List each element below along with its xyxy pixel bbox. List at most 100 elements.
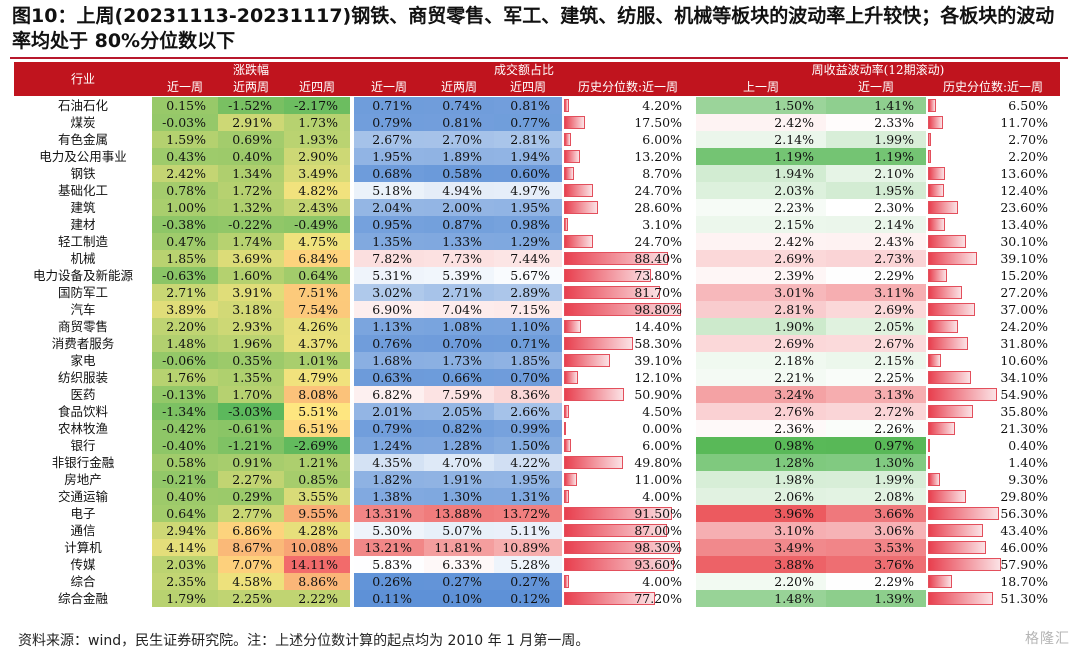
change-cell: -0.06% xyxy=(152,352,218,369)
turnover-percentile-cell: 91.50% xyxy=(562,505,694,522)
volatility-cell: 3.76% xyxy=(826,556,926,573)
change-cell: 1.34% xyxy=(218,165,284,182)
turnover-cell: 1.95% xyxy=(494,199,562,216)
turnover-percentile-value: 24.70% xyxy=(634,183,682,198)
change-cell: 4.82% xyxy=(284,182,350,199)
change-cell: 2.20% xyxy=(152,318,218,335)
vol-percentile-cell: 31.80% xyxy=(926,335,1060,352)
turnover-cell: 6.90% xyxy=(354,301,424,318)
turnover-cell: 7.82% xyxy=(354,250,424,267)
turnover-cell: 0.77% xyxy=(494,114,562,131)
industry-name: 银行 xyxy=(14,437,152,454)
vol-percentile-bar xyxy=(928,184,944,197)
turnover-percentile-value: 24.70% xyxy=(634,234,682,249)
volatility-table: 行业 涨跌幅 成交额占比 周收益波动率(12期滚动) 近一周 近两周 近四周 近一周 近两周 近四… xyxy=(14,62,1060,622)
volatility-cell: 3.01% xyxy=(696,284,826,301)
change-cell: 0.85% xyxy=(284,471,350,488)
volatility-cell: 2.72% xyxy=(826,403,926,420)
change-cell: 0.64% xyxy=(152,505,218,522)
volatility-cell: 2.03% xyxy=(696,182,826,199)
change-cell: -0.13% xyxy=(152,386,218,403)
vol-percentile-value: 12.40% xyxy=(1000,183,1048,198)
industry-name: 综合 xyxy=(14,573,152,590)
change-cell: 1.93% xyxy=(284,131,350,148)
vol-percentile-cell: 57.90% xyxy=(926,556,1060,573)
vol-percentile-value: 23.60% xyxy=(1000,200,1048,215)
volatility-cell: 2.43% xyxy=(826,233,926,250)
industry-name: 电力设备及新能源 xyxy=(14,267,152,284)
vol-percentile-bar xyxy=(928,439,930,452)
turnover-percentile-bar xyxy=(564,303,681,316)
vol-percentile-cell: 18.70% xyxy=(926,573,1060,590)
change-cell: -0.22% xyxy=(218,216,284,233)
industry-name: 汽车 xyxy=(14,301,152,318)
turnover-percentile-cell: 24.70% xyxy=(562,233,694,250)
volatility-cell: 3.13% xyxy=(826,386,926,403)
turnover-cell: 0.12% xyxy=(494,590,562,607)
volatility-cell: 2.42% xyxy=(696,233,826,250)
vol-percentile-cell: 54.90% xyxy=(926,386,1060,403)
title-rule xyxy=(10,57,1068,59)
vol-percentile-cell: 43.40% xyxy=(926,522,1060,539)
turnover-cell: 0.60% xyxy=(494,165,562,182)
vol-percentile-bar xyxy=(928,99,937,112)
header-change-0: 近一周 xyxy=(152,79,218,96)
turnover-percentile-bar xyxy=(564,201,598,214)
turnover-cell: 7.44% xyxy=(494,250,562,267)
turnover-cell: 1.38% xyxy=(354,488,424,505)
vol-percentile-bar xyxy=(928,218,945,231)
change-cell: -2.17% xyxy=(284,97,350,114)
industry-name: 农林牧渔 xyxy=(14,420,152,437)
turnover-cell: 1.10% xyxy=(494,318,562,335)
volatility-cell: 2.15% xyxy=(826,352,926,369)
turnover-percentile-value: 6.00% xyxy=(642,132,682,147)
industry-name: 交通运输 xyxy=(14,488,152,505)
change-cell: 2.91% xyxy=(218,114,284,131)
turnover-percentile-bar xyxy=(564,592,656,605)
vol-percentile-bar xyxy=(928,592,993,605)
volatility-cell: 2.42% xyxy=(696,114,826,131)
volatility-cell: 2.73% xyxy=(826,250,926,267)
vol-percentile-cell: 27.20% xyxy=(926,284,1060,301)
industry-name: 电子 xyxy=(14,505,152,522)
turnover-cell: 2.01% xyxy=(354,403,424,420)
change-cell: 4.28% xyxy=(284,522,350,539)
turnover-percentile-bar xyxy=(564,354,611,367)
change-cell: 0.40% xyxy=(152,488,218,505)
vol-percentile-bar xyxy=(928,252,978,265)
change-cell: 1.60% xyxy=(218,267,284,284)
volatility-cell: 2.26% xyxy=(826,420,926,437)
vol-percentile-cell: 37.00% xyxy=(926,301,1060,318)
turnover-cell: 1.29% xyxy=(494,233,562,250)
turnover-cell: 0.74% xyxy=(424,97,494,114)
vol-percentile-cell: 21.30% xyxy=(926,420,1060,437)
change-cell: 7.51% xyxy=(284,284,350,301)
turnover-percentile-cell: 4.00% xyxy=(562,573,694,590)
turnover-percentile-bar xyxy=(564,320,581,333)
volatility-cell: 1.41% xyxy=(826,97,926,114)
change-cell: 1.85% xyxy=(152,250,218,267)
vol-percentile-bar xyxy=(928,320,959,333)
volatility-cell: 2.08% xyxy=(826,488,926,505)
turnover-cell: 2.00% xyxy=(424,199,494,216)
volatility-cell: 1.39% xyxy=(826,590,926,607)
turnover-cell: 1.08% xyxy=(424,318,494,335)
turnover-cell: 2.05% xyxy=(424,403,494,420)
volatility-cell: 1.19% xyxy=(696,148,826,165)
volatility-cell: 3.49% xyxy=(696,539,826,556)
turnover-cell: 0.87% xyxy=(424,216,494,233)
turnover-cell: 5.18% xyxy=(354,182,424,199)
turnover-percentile-bar xyxy=(564,371,579,384)
volatility-cell: 2.15% xyxy=(696,216,826,233)
vol-percentile-value: 43.40% xyxy=(1000,523,1048,538)
turnover-percentile-bar xyxy=(564,116,585,129)
change-cell: 4.75% xyxy=(284,233,350,250)
vol-percentile-cell: 56.30% xyxy=(926,505,1060,522)
change-cell: 2.22% xyxy=(284,590,350,607)
volatility-cell: 3.10% xyxy=(696,522,826,539)
turnover-percentile-bar xyxy=(564,473,577,486)
vol-percentile-bar xyxy=(928,286,963,299)
turnover-percentile-bar xyxy=(564,439,572,452)
vol-percentile-bar xyxy=(928,575,952,588)
turnover-cell: 0.81% xyxy=(424,114,494,131)
